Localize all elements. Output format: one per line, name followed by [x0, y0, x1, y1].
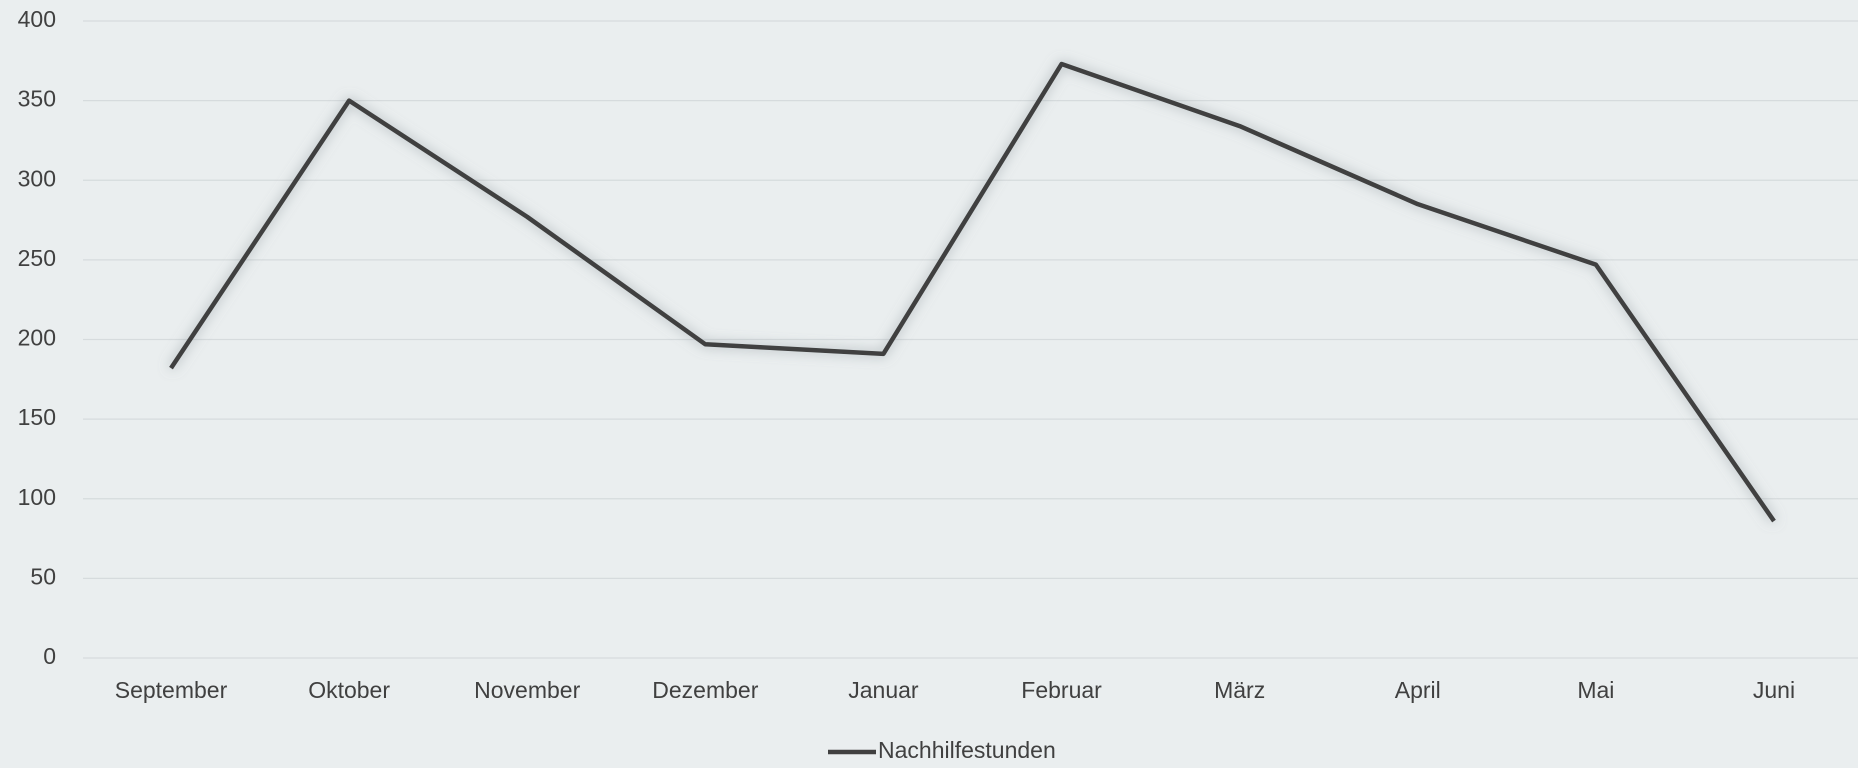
- y-tick-label: 200: [18, 325, 56, 351]
- x-tick-label: Februar: [1021, 677, 1102, 703]
- y-tick-label: 250: [18, 245, 56, 271]
- y-tick-label: 100: [18, 484, 56, 510]
- x-tick-label: Mai: [1577, 677, 1614, 703]
- x-tick-label: Januar: [848, 677, 919, 703]
- y-tick-label: 50: [30, 563, 56, 589]
- x-tick-label: April: [1395, 677, 1441, 703]
- data-line: [169, 61, 1776, 523]
- legend-label: Nachhilfestunden: [878, 737, 1056, 763]
- y-tick-label: 350: [18, 86, 56, 112]
- y-tick-label: 150: [18, 404, 56, 430]
- y-tick-label: 400: [18, 6, 56, 32]
- x-tick-label: März: [1214, 677, 1265, 703]
- x-tick-label: Juni: [1753, 677, 1795, 703]
- x-tick-label: November: [474, 677, 580, 703]
- y-tick-label: 300: [18, 165, 56, 191]
- y-tick-label: 0: [43, 643, 56, 669]
- x-tick-label: September: [115, 677, 228, 703]
- x-tick-label: Oktober: [308, 677, 390, 703]
- x-tick-label: Dezember: [652, 677, 758, 703]
